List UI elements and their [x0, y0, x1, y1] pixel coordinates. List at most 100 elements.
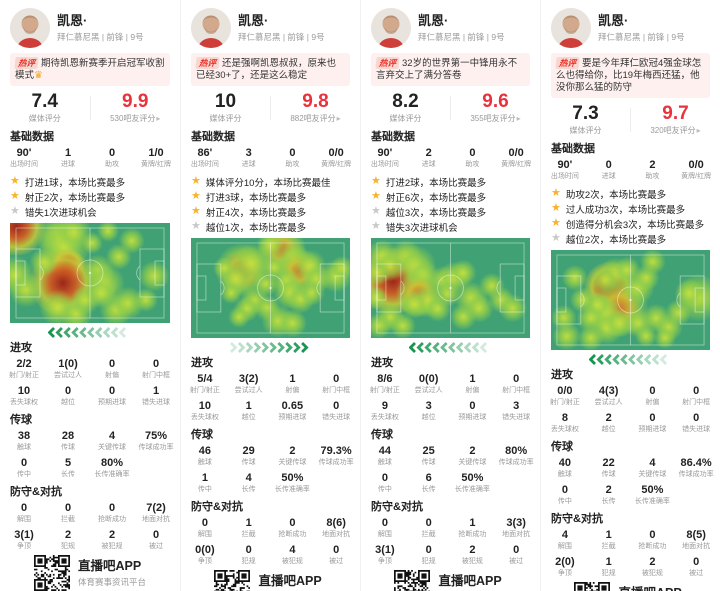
- stat-label: 传球: [61, 444, 75, 451]
- position-heatmap: [10, 223, 170, 323]
- swipe-chevrons: [181, 341, 360, 353]
- section-title-attack: 进攻: [10, 342, 32, 354]
- stat-label: 黄牌/红牌: [501, 161, 532, 168]
- stat-label: 错失进球: [322, 414, 351, 421]
- app-footer: 直播吧APP 体育赛事资讯平台: [361, 570, 540, 591]
- heat-blob: [450, 303, 477, 331]
- fan-score-value: 9.6: [482, 91, 509, 112]
- highlight-item: ★ 打进3球，本场比赛最多: [191, 189, 350, 204]
- stat-cell: 1 射偏: [271, 373, 315, 395]
- stat-value: 0.65: [281, 400, 304, 412]
- basic-stats-grid: 90' 出场时间 1 进球 0 助攻 1/0 黄牌/红牌: [0, 147, 180, 169]
- stat-cell: 0 错失进球: [674, 412, 718, 434]
- stat-value: 4: [289, 544, 296, 556]
- stat-cell: 0 拦截: [46, 502, 90, 524]
- stat-label: 解围: [557, 543, 572, 550]
- star-icon: ★: [10, 190, 20, 202]
- stat-label: 传球成功率: [138, 444, 174, 451]
- stat-cell: 0 越位: [46, 385, 90, 407]
- stat-cell: 44 触球: [363, 445, 407, 467]
- player-team-line: 拜仁慕尼黑 | 前锋 | 9号: [598, 32, 685, 42]
- chevron-right-icon: ▸: [156, 114, 161, 123]
- stat-value: 4: [245, 472, 252, 484]
- stat-value: 0: [381, 517, 388, 529]
- stat-label: 射门中框: [502, 387, 531, 394]
- stat-cell: 3(1) 争顶: [2, 529, 46, 551]
- stat-value: 1: [469, 517, 476, 529]
- stat-label: 预期进球: [278, 414, 307, 421]
- stat-value: 46: [198, 445, 211, 457]
- star-icon: ★: [551, 232, 561, 244]
- stat-cell: 1 错失进球: [134, 385, 178, 407]
- stat-label: 传中: [557, 498, 572, 505]
- stat-cell: 1 犯规: [587, 556, 631, 578]
- highlight-item: ★ 射正6次，本场比赛最多: [371, 189, 530, 204]
- stat-value: 1: [245, 400, 252, 412]
- stat-value: 0: [381, 472, 388, 484]
- hot-comment-box: 热评 期待凯恩新赛季开启冠军收割模式♛: [10, 53, 170, 86]
- fan-score-block[interactable]: 9.8 882吧友评分▸: [271, 92, 360, 124]
- defense-stats-grid: 0 解围 0 拦截 0 抢断成功 7(2) 地面对抗 3(1) 争顶 2 犯规 2 被犯规 0 被过: [0, 502, 180, 551]
- stat-cell: 1 进球: [46, 147, 90, 169]
- fan-score-label-text: 355吧友评分: [470, 114, 516, 123]
- highlight-text: 射正6次，本场比赛最多: [385, 192, 487, 204]
- score-row: 7.4 媒体评分 9.9 530吧友评分▸: [0, 92, 181, 124]
- fan-score-value: 9.7: [662, 103, 689, 124]
- stat-value: 0: [513, 544, 520, 556]
- stat-value: 44: [378, 445, 391, 457]
- stat-cell: 4(3) 尝试过人: [587, 385, 631, 407]
- stat-value: 1: [469, 373, 476, 385]
- stat-value: 0: [201, 517, 208, 529]
- stat-cell: 2 被犯规: [451, 544, 495, 566]
- stat-label: 进球: [421, 161, 436, 168]
- stat-cell: 22 传球: [587, 457, 631, 479]
- stat-cell: 0/0 黄牌/红牌: [494, 147, 538, 169]
- player-name: 凯恩·: [57, 13, 88, 28]
- section-title-basic: 基础数据: [371, 131, 415, 143]
- stat-label: 进球: [601, 173, 616, 180]
- stat-label: 长传: [241, 486, 256, 493]
- highlight-item: ★ 错失1次进球机会: [10, 204, 170, 219]
- highlights-list: ★ 助攻2次，本场比赛最多 ★ 过人成功3次，本场比赛最多 ★ 创造得分机会3次，本场比赛…: [541, 186, 720, 246]
- stat-value: 0: [20, 502, 28, 514]
- app-name: 直播吧APP: [618, 586, 686, 591]
- stat-cell: 3(2) 尝试过人: [227, 373, 271, 395]
- position-heatmap: [371, 238, 530, 338]
- stat-label: 被过: [509, 558, 524, 565]
- stat-label: 丢失球权: [550, 426, 579, 433]
- stat-label: 长传准确率: [634, 498, 670, 505]
- stat-label: 传球成功率: [498, 459, 534, 466]
- highlight-text: 越位2次，本场比赛最多: [565, 234, 667, 246]
- stat-label: 地面对抗: [682, 543, 711, 550]
- app-footer: 直播吧APP 体育赛事资讯平台: [181, 570, 360, 591]
- attack-stats-grid: 0/0 射门/射正 4(3) 尝试过人 0 射偏 0 射门中框 8 丢失球权 2 越位 0 预期进球 0 错失…: [541, 385, 720, 434]
- stat-cell: 0 犯规: [407, 544, 451, 566]
- fan-score-block[interactable]: 9.7 320吧友评分▸: [631, 103, 720, 136]
- media-score-value: 8.2: [392, 91, 419, 112]
- stat-cell: 1(0) 尝试过人: [46, 358, 90, 380]
- stat-label: 进球: [61, 161, 75, 168]
- app-footer-text: 直播吧APP 体育赛事资讯平台: [438, 574, 506, 591]
- stat-label: 射门/射正: [9, 372, 39, 379]
- stat-label: 传球: [601, 471, 616, 478]
- player-photo-placeholder: [10, 8, 50, 48]
- stat-value: 5: [64, 457, 72, 469]
- stat-label: 射门/射正: [189, 387, 220, 394]
- stat-value: 2: [469, 544, 476, 556]
- section-title-passing: 传球: [551, 441, 573, 453]
- stat-label: 传中: [197, 486, 212, 493]
- stat-value: 0: [561, 484, 568, 496]
- stat-label: 争顶: [17, 543, 31, 550]
- stat-value: 50%: [461, 472, 484, 484]
- stat-label: 长传: [601, 498, 616, 505]
- stat-value: 0: [693, 556, 700, 568]
- stat-label: 争顶: [557, 570, 572, 577]
- fan-score-block[interactable]: 9.6 355吧友评分▸: [451, 91, 540, 124]
- section-title-attack: 进攻: [551, 369, 573, 381]
- stat-value: 28: [61, 430, 75, 442]
- player-avatar: [191, 8, 231, 48]
- star-icon: ★: [191, 190, 201, 202]
- stat-cell: 0 传中: [363, 472, 407, 494]
- fan-score-block[interactable]: 9.9 530吧友评分▸: [91, 92, 181, 124]
- stat-value: 2: [108, 529, 116, 541]
